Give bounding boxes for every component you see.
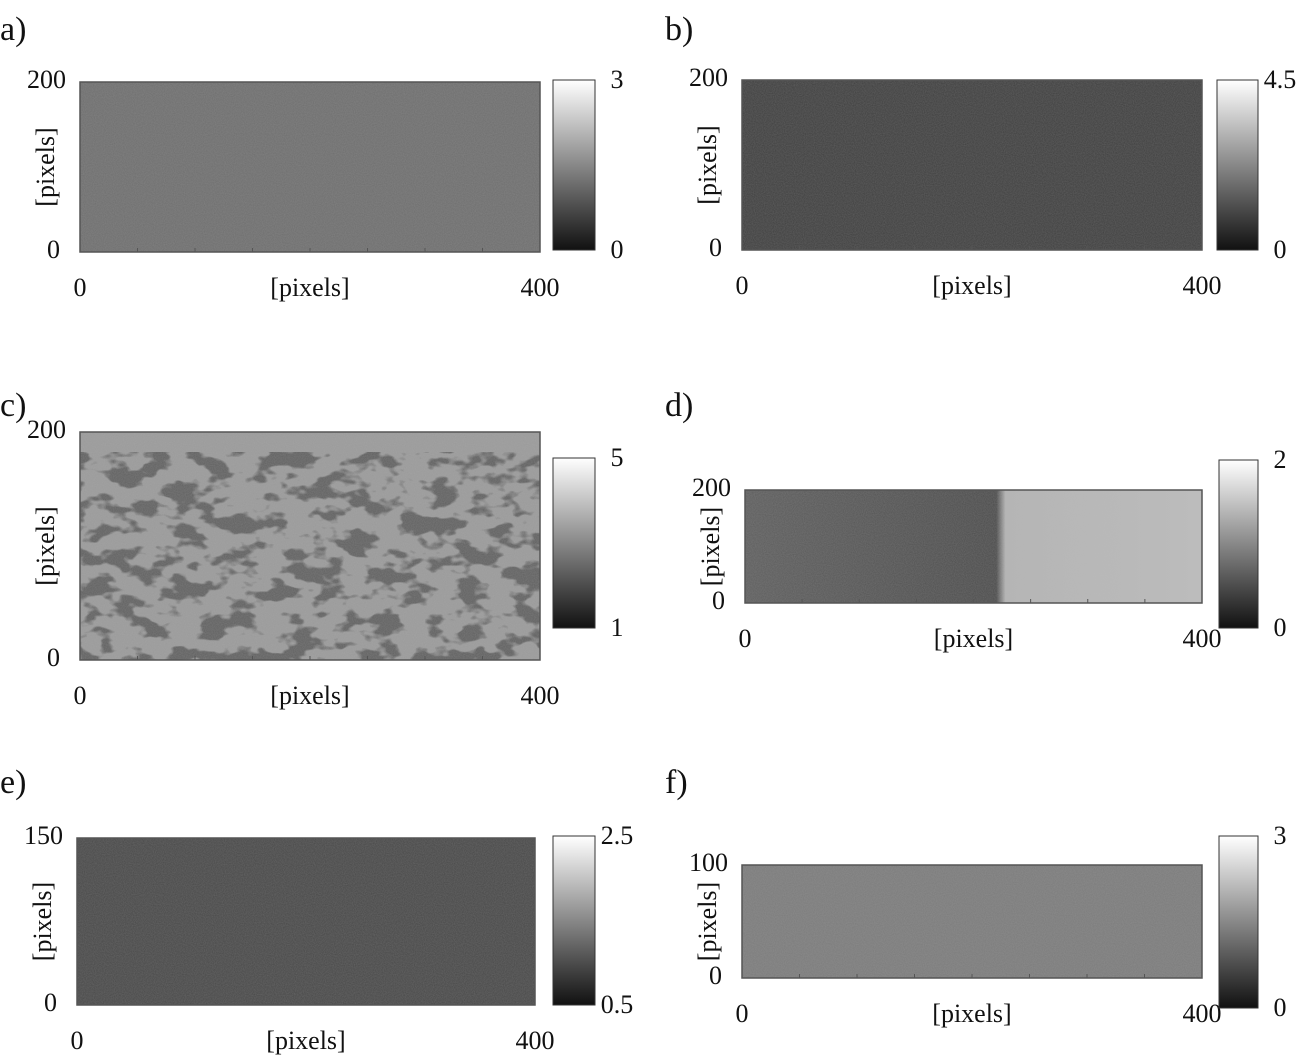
y-axis-label: [pixels] [31, 506, 60, 585]
x-axis-label: [pixels] [934, 624, 1013, 653]
x-tick-label: 0 [74, 681, 87, 710]
colorbar-tick-label: 4.5 [1264, 65, 1297, 94]
x-tick-label: 400 [521, 273, 560, 302]
y-tick-label: 0 [47, 643, 60, 672]
y-axis-label: [pixels] [31, 127, 60, 206]
x-tick-label: 400 [521, 681, 560, 710]
colorbar [1218, 459, 1259, 629]
x-tick-label: 400 [1183, 999, 1222, 1028]
y-axis-label: [pixels] [693, 882, 722, 961]
x-tick-label: 0 [71, 1026, 84, 1055]
y-tick-label: 0 [44, 988, 57, 1017]
colorbar-tick-label: 0 [1274, 613, 1287, 642]
y-tick-label: 150 [24, 821, 63, 850]
colorbar [552, 457, 596, 629]
colorbar [1218, 835, 1259, 1009]
panel-label: e) [0, 764, 26, 801]
x-tick-label: 0 [739, 624, 752, 653]
y-tick-label: 100 [689, 848, 728, 877]
x-tick-label: 0 [736, 999, 749, 1028]
image-noise [745, 490, 1202, 603]
panel-label: b) [665, 11, 693, 48]
colorbar-tick-label: 2 [1274, 445, 1287, 474]
colorbar-tick-label: 3 [1274, 821, 1287, 850]
x-tick-label: 0 [74, 273, 87, 302]
y-tick-label: 200 [27, 415, 66, 444]
colorbar-tick-label: 0.5 [601, 990, 634, 1019]
y-axis-label: [pixels] [696, 507, 725, 586]
panel: e) 0 150 [pixels] 0 400 [pixels] 2.5 0.5 [0, 764, 633, 1055]
x-tick-label: 400 [1183, 624, 1222, 653]
panel: c) 0 200 [pixels] 0 400 [pixels] 5 1 [0, 387, 624, 710]
x-axis-label: [pixels] [932, 271, 1011, 300]
x-tick-label: 0 [736, 271, 749, 300]
x-axis-label: [pixels] [270, 681, 349, 710]
y-tick-label: 0 [712, 586, 725, 615]
image-noise [77, 838, 535, 1005]
y-tick-label: 0 [709, 233, 722, 262]
panel: b) 0 200 [pixels] 0 400 [pixels] 4.5 0 [665, 11, 1296, 300]
y-tick-label: 200 [27, 65, 66, 94]
colorbar-tick-label: 1 [611, 613, 624, 642]
colorbar-tick-label: 0 [611, 235, 624, 264]
colorbar [552, 79, 596, 251]
image-noise [80, 82, 540, 252]
colorbar-tick-label: 0 [1274, 235, 1287, 264]
y-tick-label: 200 [692, 473, 731, 502]
panel: a) 0 200 [pixels] 0 400 [pixels] 3 0 [0, 11, 624, 302]
image-noise [80, 432, 540, 660]
panel-label: a) [0, 11, 26, 48]
colorbar-tick-label: 5 [611, 443, 624, 472]
y-axis-label: [pixels] [693, 125, 722, 204]
colorbar-tick-label: 0 [1274, 993, 1287, 1022]
y-tick-label: 0 [709, 961, 722, 990]
panel-label: c) [0, 387, 26, 424]
x-tick-label: 400 [516, 1026, 555, 1055]
colorbar-tick-label: 2.5 [601, 821, 634, 850]
panel-label: d) [665, 387, 693, 424]
y-tick-label: 0 [47, 235, 60, 264]
colorbar-tick-label: 3 [611, 65, 624, 94]
colorbar [1216, 79, 1259, 251]
y-axis-label: [pixels] [28, 882, 57, 961]
x-axis-label: [pixels] [266, 1026, 345, 1055]
x-tick-label: 400 [1183, 271, 1222, 300]
image-noise [742, 865, 1202, 978]
y-tick-label: 200 [689, 63, 728, 92]
x-axis-label: [pixels] [932, 999, 1011, 1028]
image-noise [742, 80, 1202, 250]
x-axis-label: [pixels] [270, 273, 349, 302]
panel-label: f) [665, 764, 688, 801]
colorbar [552, 835, 596, 1006]
